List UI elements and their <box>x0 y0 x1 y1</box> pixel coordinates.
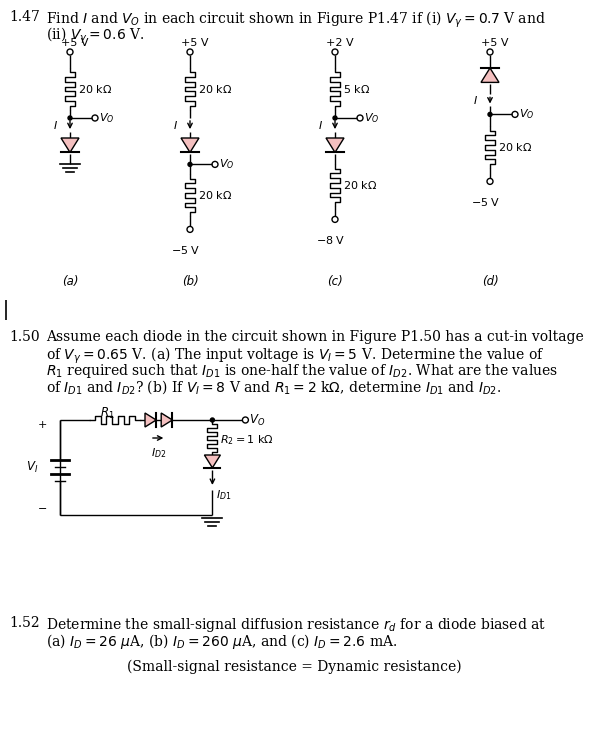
Text: $V_I$: $V_I$ <box>26 460 38 475</box>
Text: (d): (d) <box>482 275 498 288</box>
Text: (b): (b) <box>181 275 198 288</box>
Circle shape <box>210 418 214 422</box>
Text: +5 V: +5 V <box>181 38 209 48</box>
Text: (a): (a) <box>62 275 78 288</box>
Text: $-8$ V: $-8$ V <box>316 235 346 247</box>
Text: 20 k$\Omega$: 20 k$\Omega$ <box>498 141 532 153</box>
Text: +5 V: +5 V <box>61 38 88 48</box>
Text: 20 k$\Omega$: 20 k$\Omega$ <box>78 83 112 95</box>
Text: Assume each diode in the circuit shown in Figure P1.50 has a cut-in voltage: Assume each diode in the circuit shown i… <box>46 330 584 344</box>
Text: of $V_\gamma = 0.65$ V. (a) The input voltage is $V_I = 5$ V. Determine the valu: of $V_\gamma = 0.65$ V. (a) The input vo… <box>46 346 545 366</box>
Text: $R_1$ required such that $I_{D1}$ is one-half the value of $I_{D2}$. What are th: $R_1$ required such that $I_{D1}$ is one… <box>46 362 558 380</box>
Text: $I$: $I$ <box>173 119 178 131</box>
Text: (Small-signal resistance = Dynamic resistance): (Small-signal resistance = Dynamic resis… <box>127 660 461 675</box>
Text: $R_1$: $R_1$ <box>100 406 114 421</box>
Text: +2 V: +2 V <box>326 38 353 48</box>
Text: (ii) $V_\gamma = 0.6$ V.: (ii) $V_\gamma = 0.6$ V. <box>46 26 144 46</box>
Polygon shape <box>145 413 156 427</box>
Text: $V_O$: $V_O$ <box>519 108 534 121</box>
Text: Find $I$ and $V_O$ in each circuit shown in Figure P1.47 if (i) $V_\gamma = 0.7$: Find $I$ and $V_O$ in each circuit shown… <box>46 10 545 31</box>
Text: $V_O$: $V_O$ <box>249 412 266 427</box>
Circle shape <box>68 116 72 120</box>
Circle shape <box>188 162 192 167</box>
Text: (a) $I_D = 26~\mu$A, (b) $I_D = 260~\mu$A, and (c) $I_D = 2.6$ mA.: (a) $I_D = 26~\mu$A, (b) $I_D = 260~\mu$… <box>46 632 398 651</box>
Text: $I_{D1}$: $I_{D1}$ <box>216 488 232 501</box>
Circle shape <box>488 112 492 117</box>
Text: $I$: $I$ <box>473 94 478 106</box>
Text: $-5$ V: $-5$ V <box>471 196 501 208</box>
Text: of $I_{D1}$ and $I_{D2}$? (b) If $V_I = 8$ V and $R_1 = 2$ k$\Omega$, determine : of $I_{D1}$ and $I_{D2}$? (b) If $V_I = … <box>46 378 501 396</box>
Text: $-5$ V: $-5$ V <box>171 244 201 256</box>
Polygon shape <box>204 455 220 468</box>
Text: $I$: $I$ <box>53 119 58 131</box>
Circle shape <box>333 116 337 120</box>
Text: 20 k$\Omega$: 20 k$\Omega$ <box>343 179 377 191</box>
Polygon shape <box>61 138 79 152</box>
Text: 20 k$\Omega$: 20 k$\Omega$ <box>198 83 232 95</box>
Polygon shape <box>181 138 199 152</box>
Text: +5 V: +5 V <box>481 38 508 48</box>
Polygon shape <box>481 68 499 82</box>
Text: +: + <box>37 420 47 430</box>
Text: $R_2 = 1$ k$\Omega$: $R_2 = 1$ k$\Omega$ <box>220 433 274 447</box>
Text: 1.50: 1.50 <box>9 330 39 344</box>
Text: $V_O$: $V_O$ <box>99 111 114 125</box>
Text: 1.47: 1.47 <box>9 10 40 24</box>
Text: 20 k$\Omega$: 20 k$\Omega$ <box>198 190 232 202</box>
Text: $V_O$: $V_O$ <box>219 158 234 171</box>
Polygon shape <box>161 413 173 427</box>
Polygon shape <box>326 138 344 152</box>
Text: (c): (c) <box>327 275 343 288</box>
Text: $I_{D2}$: $I_{D2}$ <box>151 446 167 460</box>
Text: Determine the small-signal diffusion resistance $r_d$ for a diode biased at: Determine the small-signal diffusion res… <box>46 616 546 634</box>
Text: $I$: $I$ <box>318 119 323 131</box>
Text: $-$: $-$ <box>37 502 47 512</box>
Text: $V_O$: $V_O$ <box>364 111 379 125</box>
Text: 1.52: 1.52 <box>9 616 39 630</box>
Text: 5 k$\Omega$: 5 k$\Omega$ <box>343 83 370 95</box>
